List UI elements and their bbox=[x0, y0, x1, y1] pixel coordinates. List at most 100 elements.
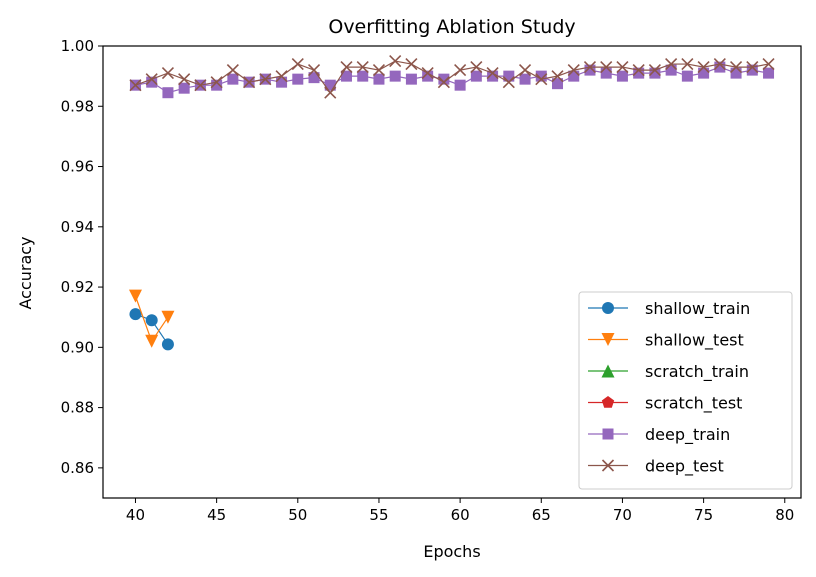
data-point-deep_test bbox=[697, 61, 710, 74]
data-point-deep_train bbox=[552, 78, 564, 90]
data-point-deep_test bbox=[600, 61, 613, 74]
data-point-deep_test bbox=[194, 79, 207, 92]
data-point-deep_test bbox=[340, 61, 353, 74]
data-point-deep_train bbox=[568, 70, 580, 82]
y-axis-label: Accuracy bbox=[16, 236, 35, 309]
data-point-deep_train bbox=[162, 87, 174, 99]
data-point-deep_test bbox=[551, 70, 564, 83]
legend-marker-deep_test bbox=[601, 459, 615, 472]
data-point-shallow_test bbox=[161, 310, 175, 324]
data-point-deep_test bbox=[567, 64, 580, 77]
y-tick-label: 0.98 bbox=[61, 97, 94, 115]
data-point-deep_train bbox=[454, 79, 466, 91]
data-point-deep_test bbox=[405, 58, 418, 71]
y-tick-label: 0.86 bbox=[61, 459, 94, 477]
data-point-deep_test bbox=[454, 64, 467, 77]
data-point-deep_train bbox=[470, 70, 482, 82]
x-tick-label: 60 bbox=[451, 506, 470, 524]
series-line-deep_test bbox=[135, 60, 769, 94]
data-point-shallow_train bbox=[161, 338, 174, 351]
data-point-deep_test bbox=[535, 73, 548, 86]
legend-marker-scratch_train bbox=[601, 364, 615, 378]
data-point-deep_test bbox=[665, 58, 678, 71]
data-point-deep_test bbox=[389, 55, 402, 68]
data-point-deep_test bbox=[583, 61, 597, 74]
data-point-deep_train bbox=[519, 73, 531, 85]
data-point-deep_test bbox=[486, 67, 499, 80]
x-tick-label: 75 bbox=[694, 506, 713, 524]
data-point-deep_test bbox=[275, 70, 288, 83]
data-point-deep_test bbox=[762, 58, 775, 71]
data-point-deep_test bbox=[291, 58, 304, 71]
data-point-shallow_test bbox=[145, 334, 159, 348]
data-point-deep_train bbox=[503, 70, 515, 82]
data-point-deep_test bbox=[178, 73, 191, 86]
data-point-deep_train bbox=[324, 79, 336, 91]
data-point-deep_train bbox=[405, 73, 417, 85]
series-line-deep_train bbox=[135, 66, 769, 94]
legend-label-shallow_train: shallow_train bbox=[645, 299, 750, 319]
legend-box bbox=[578, 291, 793, 490]
plot-area: 40 45 50 55 60 65 70 75 80 0.86 0.88 0.90 0.92 0.94 0.… bbox=[61, 37, 795, 524]
data-point-deep_test bbox=[746, 61, 759, 74]
legend-label-scratch_train: scratch_train bbox=[645, 362, 749, 382]
data-point-deep_test bbox=[129, 79, 142, 92]
data-point-deep_train bbox=[649, 67, 661, 79]
data-point-deep_train bbox=[438, 73, 450, 85]
data-point-deep_test bbox=[210, 76, 223, 89]
legend-label-deep_train: deep_train bbox=[645, 425, 730, 445]
data-point-deep_test bbox=[616, 61, 629, 74]
data-point-deep_train bbox=[211, 79, 223, 91]
data-point-deep_train bbox=[763, 67, 775, 79]
data-point-deep_test bbox=[437, 76, 450, 89]
data-point-deep_test bbox=[243, 76, 256, 89]
data-point-deep_test bbox=[324, 86, 337, 99]
legend-marker-deep_train bbox=[602, 428, 614, 440]
x-axis-label: Epochs bbox=[423, 542, 480, 561]
data-point-deep_test bbox=[713, 58, 726, 71]
y-tick-label: 0.96 bbox=[61, 158, 94, 176]
data-point-deep_train bbox=[373, 73, 385, 85]
data-point-deep_train bbox=[422, 70, 434, 82]
x-tick-label: 80 bbox=[775, 506, 794, 524]
x-tick-label: 50 bbox=[288, 506, 307, 524]
data-point-deep_test bbox=[372, 64, 386, 77]
data-point-deep_train bbox=[698, 67, 710, 79]
data-point-deep_train bbox=[616, 70, 628, 82]
data-point-deep_train bbox=[227, 73, 239, 85]
data-point-deep_test bbox=[421, 67, 434, 80]
y-tick-label: 0.90 bbox=[61, 338, 94, 356]
data-point-deep_test bbox=[145, 73, 158, 86]
data-point-deep_test bbox=[730, 61, 743, 74]
data-point-deep_test bbox=[161, 67, 174, 80]
legend-label-deep_test: deep_test bbox=[645, 457, 724, 477]
plot-frame bbox=[102, 45, 802, 499]
x-tick-label: 45 bbox=[207, 506, 226, 524]
data-point-shallow_train bbox=[129, 308, 142, 321]
data-point-deep_train bbox=[487, 70, 499, 82]
data-point-deep_train bbox=[633, 67, 645, 79]
data-point-deep_train bbox=[714, 61, 726, 73]
x-tick-label: 70 bbox=[613, 506, 632, 524]
legend-marker-shallow_train bbox=[602, 302, 614, 314]
data-point-deep_test bbox=[681, 58, 694, 71]
chart-title: Overfitting Ablation Study bbox=[328, 16, 575, 38]
data-point-deep_test bbox=[356, 61, 369, 74]
data-point-deep_train bbox=[584, 64, 596, 76]
data-point-deep_train bbox=[681, 70, 693, 82]
legend: shallow_train shallow_test scratch_trainsc… bbox=[578, 291, 793, 490]
data-point-deep_train bbox=[746, 64, 758, 76]
legend-marker-shallow_test bbox=[601, 333, 615, 346]
data-point-deep_test bbox=[470, 61, 483, 74]
legend-marker-scratch_test bbox=[601, 396, 615, 408]
data-point-deep_train bbox=[292, 73, 304, 85]
x-tick-label: 55 bbox=[369, 506, 388, 524]
data-point-deep_train bbox=[535, 70, 547, 82]
x-tick-label: 40 bbox=[126, 506, 145, 524]
legend-label-scratch_test: scratch_test bbox=[645, 394, 742, 414]
data-point-deep_train bbox=[146, 76, 158, 88]
data-point-deep_train bbox=[308, 72, 320, 84]
data-point-deep_test bbox=[502, 76, 515, 89]
